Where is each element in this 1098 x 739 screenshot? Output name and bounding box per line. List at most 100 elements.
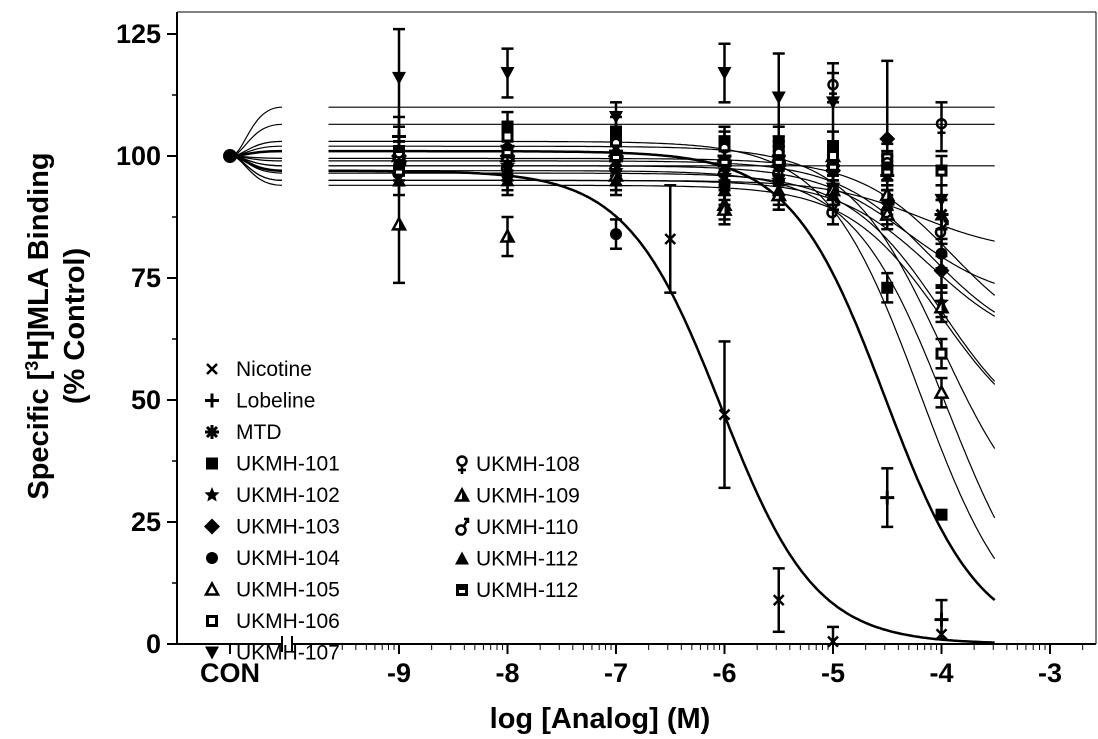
x-tick-label: -7 <box>604 658 628 688</box>
legend-label: UKMH-101 <box>236 453 340 476</box>
marker-male <box>826 200 841 219</box>
y-tick-label: 0 <box>146 629 161 659</box>
marker-shape <box>717 67 732 81</box>
fit-curve <box>229 145 996 449</box>
marker-square-half <box>827 159 839 172</box>
marker-square-half <box>501 145 514 158</box>
marker-x <box>718 408 731 421</box>
marker-shape <box>501 145 514 152</box>
marker-shape <box>933 262 950 279</box>
marker-shape <box>205 425 219 439</box>
marker-shape <box>771 91 786 105</box>
marker-star <box>204 487 220 502</box>
legend-label: UKMH-106 <box>236 610 340 633</box>
marker-triangle-half <box>933 298 950 314</box>
marker-shape <box>458 465 466 474</box>
marker-square <box>206 457 218 470</box>
legend-label: UKMH-112 <box>476 548 578 571</box>
x-tick-label: -4 <box>929 658 953 688</box>
marker-shape <box>610 150 622 156</box>
marker-square-half <box>718 154 731 167</box>
marker-female <box>935 117 948 137</box>
marker-shape <box>609 173 623 187</box>
marker-triangle-half <box>453 486 471 502</box>
marker-shape <box>829 89 837 98</box>
legend-label: UKMH-108 <box>476 453 580 476</box>
legend-label: Nicotine <box>236 358 312 381</box>
marker-shape <box>462 517 470 527</box>
marker-circle <box>610 228 622 241</box>
marker-plus <box>392 129 406 144</box>
marker-triangle-half <box>390 215 408 231</box>
marker-triangle <box>771 183 786 197</box>
marker-shape <box>933 384 950 399</box>
marker-shape <box>223 149 237 163</box>
x-tick-label: -8 <box>495 658 519 688</box>
marker-shape <box>507 230 514 242</box>
marker-shape <box>206 457 218 470</box>
marker-shape <box>942 219 949 229</box>
marker-triangle <box>392 173 406 187</box>
marker-square-half <box>456 584 468 596</box>
marker-triangle-down <box>934 193 949 207</box>
marker-shape <box>935 347 948 360</box>
marker-triangle-down <box>826 96 840 110</box>
marker-diamond <box>933 262 950 279</box>
marker-triangle <box>500 173 515 187</box>
marker-circle <box>206 552 218 564</box>
legend: Nicotine Lobeline MTD UKMH-101 UKMH-102 UKMH-… <box>203 358 580 665</box>
legend-label: UKMH-102 <box>236 484 340 507</box>
marker-triangle-down <box>205 646 219 660</box>
legend-label: UKMH-104 <box>236 547 340 570</box>
marker-shape <box>827 140 839 153</box>
fit-curve <box>229 140 996 560</box>
marker-triangle <box>934 207 949 221</box>
y-axis-label-line1: Specific [3H]MLA Binding <box>22 152 55 499</box>
marker-square-open <box>206 615 218 627</box>
marker-triangle <box>455 551 469 565</box>
marker-shape <box>393 164 405 171</box>
legend-label: UKMH-112 <box>476 579 578 602</box>
marker-shape <box>881 281 894 294</box>
marker-shape <box>455 551 469 565</box>
marker-shape <box>455 524 467 536</box>
marker-shape <box>934 193 949 207</box>
marker-shape <box>718 154 731 161</box>
marker-square-open <box>935 347 948 360</box>
marker-square <box>610 125 622 138</box>
marker-shape <box>204 518 220 535</box>
marker-shape <box>392 173 406 187</box>
marker-x <box>664 233 677 245</box>
marker-shape <box>205 393 219 408</box>
marker-square-half <box>881 164 894 177</box>
marker-square <box>881 281 894 294</box>
marker-shape <box>206 615 218 627</box>
marker-plus <box>880 490 895 505</box>
marker-triangle-open <box>933 384 950 399</box>
y-axis-label: Specific [3H]MLA Binding (% Control) <box>22 152 91 499</box>
x-tick-label: CON <box>200 658 260 688</box>
marker-triangle-half <box>499 227 516 243</box>
legend-label: UKMH-107 <box>236 642 340 665</box>
marker-triangle-half <box>716 201 733 216</box>
marker-shape <box>456 455 468 467</box>
marker-square-open <box>501 130 514 143</box>
marker-shape <box>392 71 406 85</box>
x-tick-label: -3 <box>1038 658 1062 688</box>
marker-shape <box>399 218 405 230</box>
marker-shape <box>206 363 218 375</box>
marker-shape <box>392 129 406 144</box>
marker-shape <box>772 154 785 161</box>
marker-triangle-down <box>392 71 406 85</box>
marker-square-half <box>610 150 622 162</box>
marker-square <box>772 135 785 148</box>
marker-shape <box>937 128 946 137</box>
marker-shape <box>935 164 948 171</box>
marker-triangle <box>609 173 623 187</box>
fit-curves <box>229 106 996 644</box>
marker-x <box>935 628 948 641</box>
marker-female <box>393 147 405 166</box>
marker-square <box>935 508 948 521</box>
marker-shape <box>610 125 622 138</box>
marker-triangle <box>826 188 840 202</box>
